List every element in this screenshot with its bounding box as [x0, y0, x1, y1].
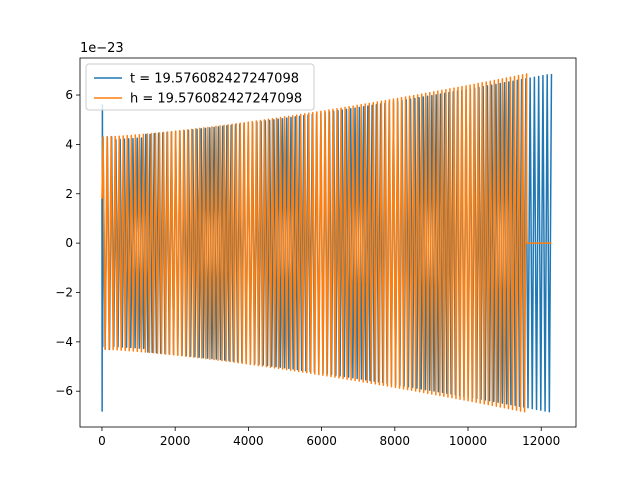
y-tick-label: 6 — [65, 88, 73, 102]
y-tick-label: −2 — [55, 285, 73, 299]
x-tick-label: 10000 — [449, 434, 487, 448]
y-axis: −6 −4 −2 0 2 4 6 — [55, 88, 80, 398]
y-tick-label: 2 — [65, 187, 73, 201]
legend: t = 19.576082427247098 h = 19.57608242724… — [85, 63, 315, 111]
axes-frame — [79, 57, 577, 428]
y-tick-label: 4 — [65, 137, 73, 151]
legend-box — [85, 63, 315, 111]
x-tick-label: 12000 — [522, 434, 560, 448]
x-tick-label: 2000 — [160, 434, 191, 448]
series-line-h — [101, 73, 552, 413]
y-tick-label: −4 — [55, 335, 73, 349]
x-tick-label: 0 — [98, 434, 106, 448]
legend-label: t = 19.576082427247098 — [130, 72, 299, 87]
x-axis: 0 2000 4000 6000 8000 10000 12000 — [98, 427, 560, 448]
x-tick-label: 8000 — [380, 434, 411, 448]
x-tick-label: 6000 — [306, 434, 337, 448]
legend-label: h = 19.576082427247098 — [130, 92, 302, 107]
x-tick-label: 4000 — [233, 434, 264, 448]
y-tick-label: 0 — [65, 236, 73, 250]
plot-area — [101, 73, 553, 413]
series-layer — [101, 73, 553, 413]
y-axis-offset-label: 1e−23 — [80, 41, 124, 56]
y-tick-label: −6 — [55, 384, 73, 398]
